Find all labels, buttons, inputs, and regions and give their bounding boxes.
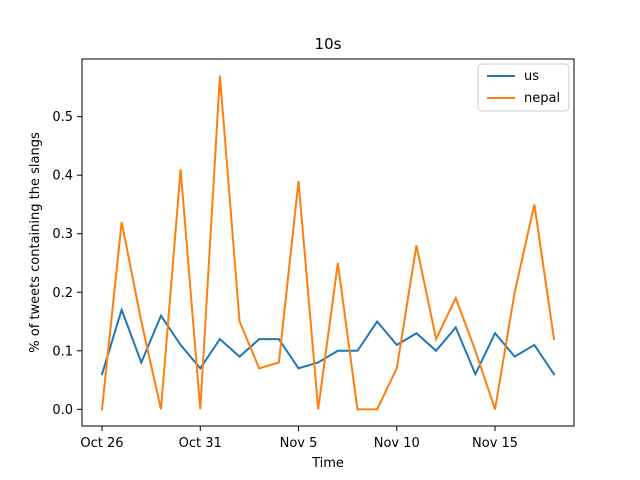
y-axis-label: % of tweets containing the slangs (28, 132, 43, 353)
legend: us nepal (478, 64, 569, 111)
plot-area-frame (82, 59, 574, 426)
x-tick-label: Oct 26 (80, 436, 123, 451)
y-tick-label: 0.5 (52, 110, 73, 125)
y-tick-label: 0.0 (52, 403, 73, 418)
x-tick-label: Oct 31 (179, 436, 222, 451)
y-tick-label: 0.4 (52, 169, 73, 184)
y-tick-label: 0.2 (52, 286, 73, 301)
chart-title: 10s (315, 35, 342, 53)
x-axis-label: Time (311, 456, 344, 471)
x-tick-label: Nov 10 (374, 436, 420, 451)
x-tick-label: Nov 5 (280, 436, 318, 451)
legend-label-nepal: nepal (524, 91, 560, 106)
legend-label-us: us (524, 69, 539, 84)
y-tick-label: 0.3 (52, 227, 73, 242)
x-tick-label: Nov 15 (472, 436, 518, 451)
y-tick-label: 0.1 (52, 344, 73, 359)
